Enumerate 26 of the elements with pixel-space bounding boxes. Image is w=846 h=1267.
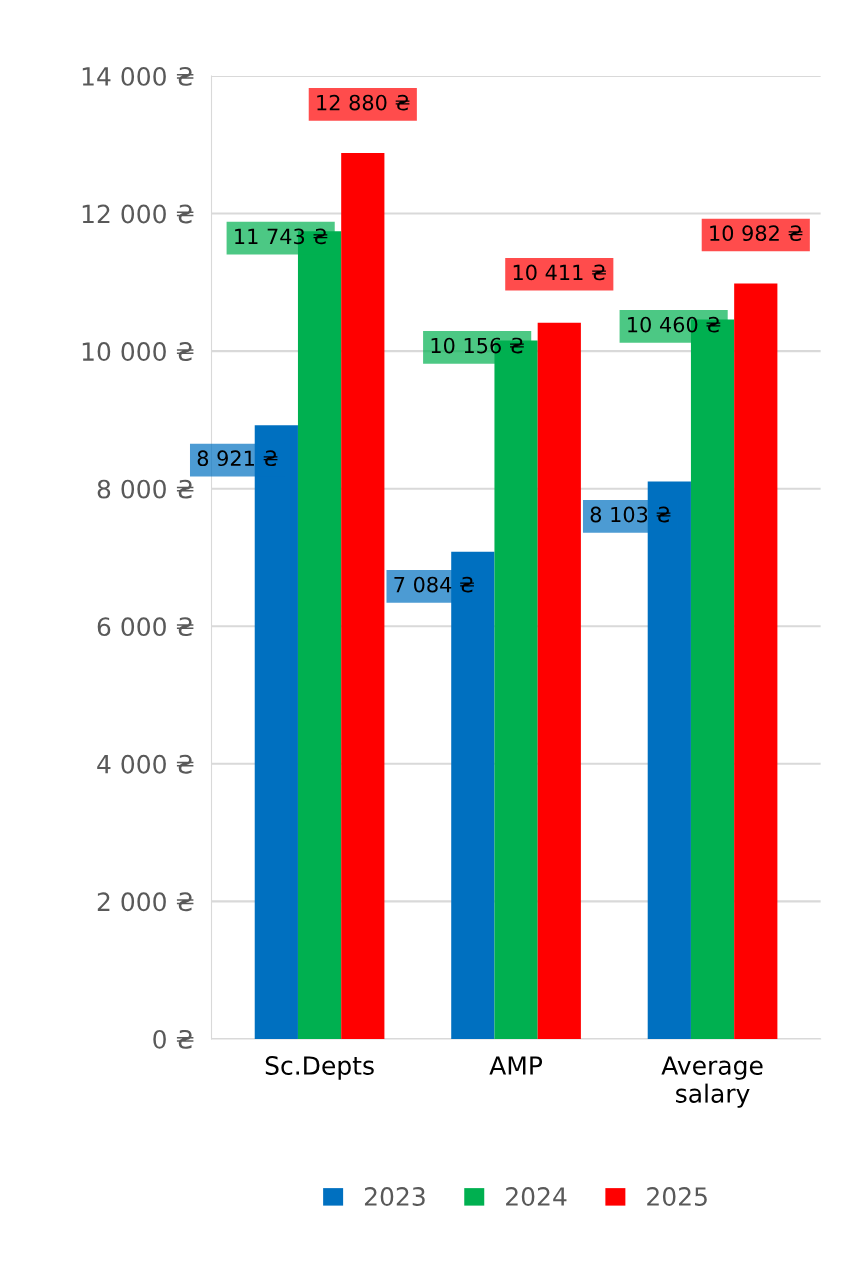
- data-label: 11 743 ₴: [235, 228, 328, 245]
- data-label: 7 084 ₴: [394, 576, 474, 593]
- bar: [341, 153, 385, 1039]
- y-tick-label: 10 000 ₴: [82, 342, 194, 361]
- data-label: 12 880 ₴: [317, 94, 410, 111]
- data-label: 10 982 ₴: [710, 225, 803, 242]
- legend-label: 2023: [364, 1187, 425, 1206]
- data-label: 10 460 ₴: [628, 316, 721, 333]
- y-tick-label: 0 ₴: [153, 1029, 194, 1049]
- y-tick-label: 6 000 ₴: [97, 617, 194, 637]
- data-label: 10 156 ₴: [431, 337, 524, 354]
- x-tick-label: Sc.Depts: [265, 1056, 374, 1080]
- bar: [537, 322, 581, 1039]
- y-tick-label: 14 000 ₴: [82, 66, 194, 86]
- legend-label: 2025: [647, 1187, 707, 1206]
- x-tick-label: AMP: [489, 1056, 543, 1075]
- legend-label: 2024: [506, 1187, 567, 1206]
- x-tick-label: Average salary: [661, 1056, 763, 1108]
- y-tick-label: 2 000 ₴: [97, 892, 194, 912]
- data-label: 10 411 ₴: [513, 264, 606, 281]
- y-tick-label: 8 000 ₴: [97, 479, 194, 499]
- y-tick-label: 4 000 ₴: [97, 754, 194, 774]
- data-label: 8 103 ₴: [590, 506, 671, 523]
- bar: [734, 283, 778, 1039]
- data-label: 8 921 ₴: [197, 450, 278, 467]
- y-tick-label: 12 000 ₴: [82, 204, 194, 224]
